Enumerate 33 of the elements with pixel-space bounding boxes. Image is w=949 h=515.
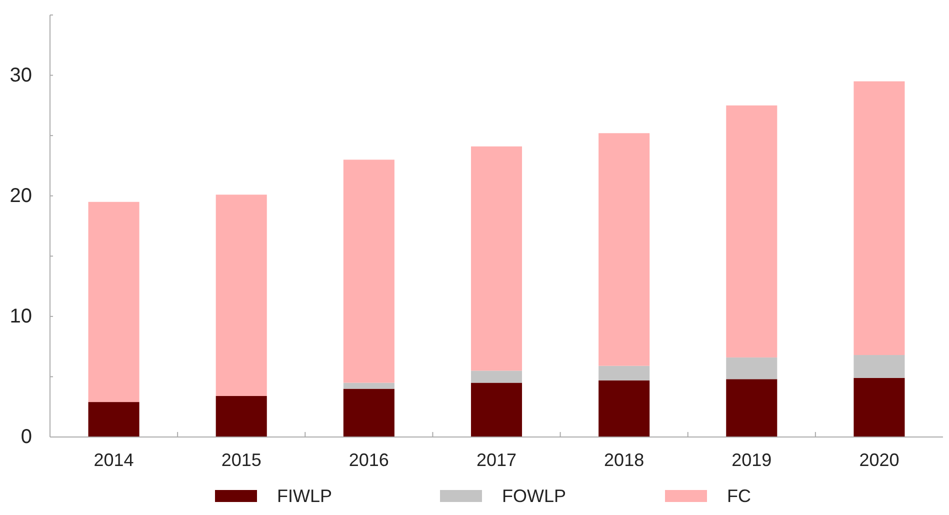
y-tick-label: 0	[20, 426, 32, 448]
legend-label: FIWLP	[277, 486, 332, 506]
bar	[598, 133, 650, 366]
bar	[726, 357, 778, 380]
bar	[726, 105, 778, 358]
bar	[88, 202, 140, 402]
x-tick-label: 2019	[732, 450, 772, 470]
legend-label: FOWLP	[502, 486, 566, 506]
bar	[726, 379, 778, 437]
y-tick-label: 10	[10, 305, 32, 328]
bar	[854, 81, 905, 356]
bar	[598, 380, 650, 437]
bar	[470, 370, 522, 383]
x-tick-label: 2014	[94, 450, 134, 470]
y-tick-label: 20	[10, 184, 32, 207]
y-tick-label: 30	[10, 64, 32, 86]
legend-label: FC	[727, 486, 751, 506]
bar	[854, 355, 905, 378]
bar	[216, 396, 267, 437]
x-tick-label: 2016	[348, 450, 389, 470]
bar	[598, 366, 650, 380]
bar	[216, 194, 267, 396]
bar	[470, 146, 522, 371]
x-tick-label: 2015	[221, 450, 262, 470]
bar	[88, 402, 140, 437]
bar	[343, 382, 394, 389]
bar	[854, 378, 905, 437]
x-tick-label: 2020	[859, 450, 900, 470]
bar	[343, 388, 394, 437]
bar	[343, 160, 394, 383]
bar	[470, 382, 522, 437]
x-tick-label: 2017	[476, 450, 517, 470]
x-tick-label: 2018	[604, 450, 644, 470]
